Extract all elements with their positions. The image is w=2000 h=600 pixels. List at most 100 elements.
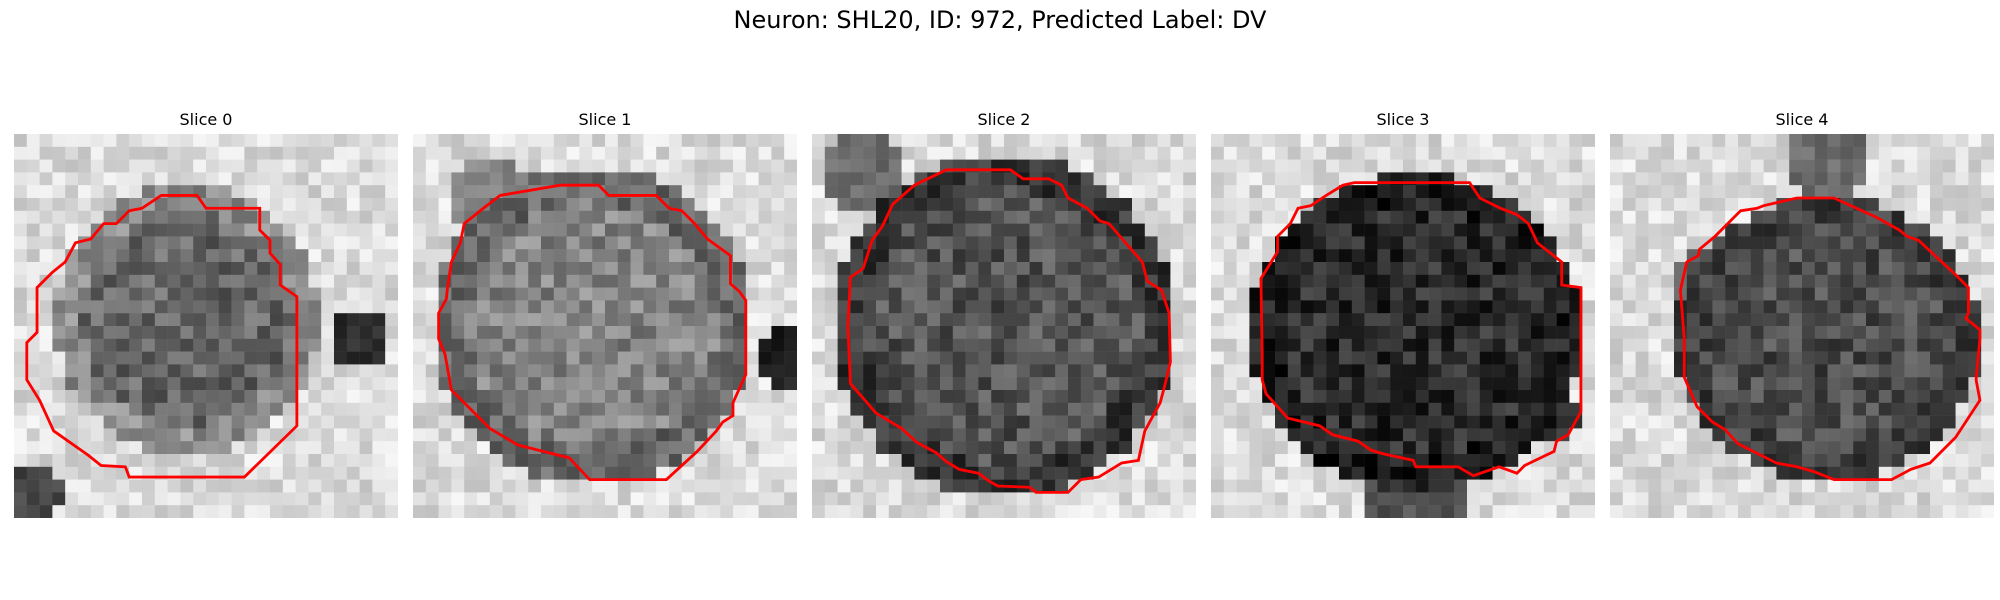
image-pixel [643, 377, 657, 391]
image-pixel [1080, 210, 1094, 224]
image-pixel [372, 326, 386, 340]
image-pixel [1183, 428, 1196, 442]
image-pixel [1674, 454, 1688, 468]
image-pixel [1610, 262, 1624, 276]
image-pixel [1661, 441, 1675, 455]
image-pixel [1622, 210, 1636, 224]
image-pixel [863, 313, 877, 327]
image-pixel [733, 415, 747, 429]
image-pixel [1467, 300, 1481, 314]
image-pixel [1016, 300, 1030, 314]
image-pixel [541, 274, 555, 288]
image-pixel [745, 479, 759, 493]
image-pixel [413, 287, 427, 301]
image-pixel [14, 479, 28, 493]
image-pixel [1866, 338, 1880, 352]
image-pixel [758, 441, 772, 455]
image-pixel [1339, 223, 1353, 237]
image-pixel [346, 159, 360, 173]
image-pixel [528, 313, 542, 327]
image-pixel [1556, 466, 1570, 480]
image-pixel [1106, 313, 1120, 327]
image-pixel [1029, 402, 1043, 416]
image-pixel [1403, 441, 1417, 455]
image-pixel [1661, 364, 1675, 378]
image-pixel [681, 441, 695, 455]
image-pixel [991, 351, 1005, 365]
image-pixel [1132, 338, 1146, 352]
image-pixel [1635, 300, 1649, 314]
image-pixel [1776, 134, 1790, 148]
image-pixel [1763, 185, 1777, 199]
image-pixel [1635, 287, 1649, 301]
image-pixel [103, 172, 117, 186]
image-pixel [1390, 505, 1404, 518]
image-pixel [308, 185, 322, 199]
image-pixel [78, 249, 92, 263]
image-pixel [1287, 262, 1301, 276]
image-pixel [385, 287, 398, 301]
image-pixel [489, 223, 503, 237]
image-pixel [1351, 287, 1365, 301]
image-pixel [1622, 146, 1636, 160]
image-pixel [103, 300, 117, 314]
image-pixel [1313, 223, 1327, 237]
image-pixel [1183, 172, 1196, 186]
image-pixel [952, 274, 966, 288]
image-pixel [1403, 146, 1417, 160]
image-pixel [1531, 210, 1545, 224]
image-pixel [334, 172, 348, 186]
image-pixel [1300, 479, 1314, 493]
image-pixel [733, 172, 747, 186]
image-pixel [231, 505, 245, 518]
image-pixel [901, 377, 915, 391]
image-pixel [707, 262, 721, 276]
image-pixel [1853, 364, 1867, 378]
image-pixel [617, 377, 631, 391]
image-pixel [1930, 338, 1944, 352]
image-pixel [1866, 134, 1880, 148]
image-pixel [1249, 351, 1263, 365]
image-pixel [1891, 415, 1905, 429]
image-pixel [308, 236, 322, 250]
image-pixel [154, 454, 168, 468]
image-pixel [103, 185, 117, 199]
image-pixel [991, 262, 1005, 276]
image-pixel [758, 338, 772, 352]
image-pixel [1390, 441, 1404, 455]
image-pixel [1236, 402, 1250, 416]
image-pixel [231, 172, 245, 186]
image-pixel [758, 492, 772, 506]
image-pixel [1635, 146, 1649, 160]
image-pixel [193, 287, 207, 301]
image-pixel [359, 415, 373, 429]
image-pixel [630, 223, 644, 237]
image-pixel [1878, 454, 1892, 468]
image-pixel [1904, 479, 1918, 493]
image-pixel [541, 326, 555, 340]
image-pixel [451, 185, 465, 199]
image-pixel [1802, 287, 1816, 301]
image-pixel [385, 428, 398, 442]
image-pixel [1750, 262, 1764, 276]
image-pixel [167, 313, 181, 327]
image-pixel [1403, 134, 1417, 148]
image-pixel [1132, 313, 1146, 327]
image-pixel [1029, 236, 1043, 250]
image-pixel [1814, 377, 1828, 391]
image-pixel [1686, 441, 1700, 455]
image-pixel [812, 146, 826, 160]
image-pixel [1262, 441, 1276, 455]
image-pixel [244, 479, 258, 493]
image-pixel [630, 390, 644, 404]
image-pixel [1183, 249, 1196, 263]
image-pixel [413, 274, 427, 288]
image-pixel [1016, 210, 1030, 224]
image-pixel [1093, 159, 1107, 173]
image-pixel [758, 249, 772, 263]
image-pixel [413, 492, 427, 506]
image-pixel [438, 134, 452, 148]
image-pixel [295, 249, 309, 263]
image-pixel [78, 415, 92, 429]
image-pixel [1287, 172, 1301, 186]
